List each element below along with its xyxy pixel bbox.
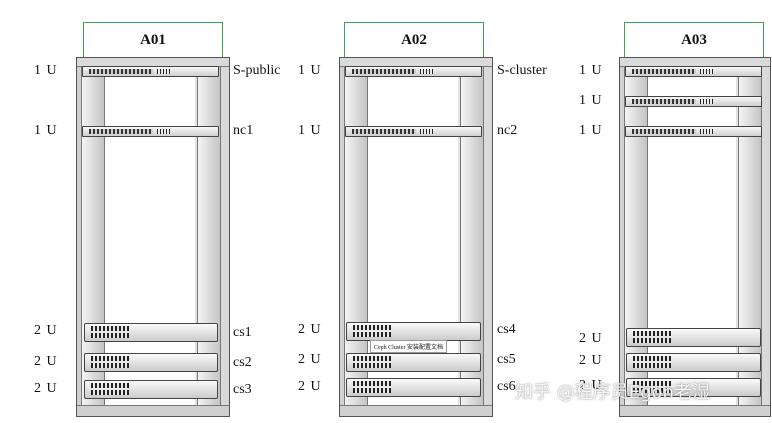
server-cs3 xyxy=(84,380,218,399)
unit-label: 1 U xyxy=(579,123,603,138)
rack-a03-title: A03 xyxy=(624,22,764,58)
device-name: cs6 xyxy=(497,379,516,394)
device-name: cs5 xyxy=(497,352,516,367)
rack-a01-title: A01 xyxy=(83,22,223,58)
device-name: cs3 xyxy=(233,382,252,397)
server-a03-1 xyxy=(626,328,761,347)
unit-label: 2 U xyxy=(579,353,603,368)
unit-label: 1 U xyxy=(34,123,58,138)
server-cs1 xyxy=(84,323,218,342)
switch-s-cluster xyxy=(345,66,482,77)
server-a03-2 xyxy=(626,353,761,372)
device-name: S-cluster xyxy=(497,63,547,78)
watermark: 知乎 @程序员Egon老湿 xyxy=(515,382,710,403)
unit-label: 1 U xyxy=(298,123,322,138)
device-name: cs2 xyxy=(233,355,252,370)
unit-label: 1 U xyxy=(579,93,603,108)
device-name: cs4 xyxy=(497,322,516,337)
unit-label: 2 U xyxy=(298,352,322,367)
server-cs6 xyxy=(346,378,481,397)
server-cs5 xyxy=(346,353,481,372)
document-caption: Ceph Cluster 安装配置文档 xyxy=(370,340,447,353)
unit-label: 2 U xyxy=(579,378,603,393)
switch-a03-3 xyxy=(625,126,762,137)
unit-label: 2 U xyxy=(34,323,58,338)
device-name: nc1 xyxy=(233,123,254,138)
unit-label: 2 U xyxy=(34,381,58,396)
switch-nc1 xyxy=(82,126,219,137)
server-a03-3 xyxy=(626,378,761,397)
rack-a02-title: A02 xyxy=(344,22,484,58)
unit-label: 2 U xyxy=(579,331,603,346)
switch-a03-1 xyxy=(625,66,762,77)
device-name: cs1 xyxy=(233,325,252,340)
unit-label: 1 U xyxy=(34,63,58,78)
unit-label: 2 U xyxy=(298,322,322,337)
device-name: S-public xyxy=(233,63,281,78)
unit-label: 2 U xyxy=(34,354,58,369)
unit-label: 1 U xyxy=(579,63,603,78)
server-cs2 xyxy=(84,353,218,372)
unit-label: 2 U xyxy=(298,379,322,394)
device-name: nc2 xyxy=(497,123,518,138)
unit-label: 1 U xyxy=(298,63,322,78)
switch-a03-2 xyxy=(625,96,762,107)
server-cs4 xyxy=(346,322,481,341)
switch-s-public xyxy=(82,66,219,77)
switch-nc2 xyxy=(345,126,482,137)
